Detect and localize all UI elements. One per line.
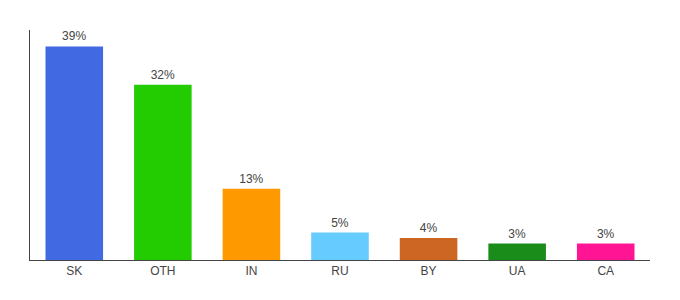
svg-text:IN: IN <box>245 264 257 278</box>
svg-text:OTH: OTH <box>150 264 175 278</box>
svg-text:BY: BY <box>421 264 437 278</box>
svg-text:3%: 3% <box>597 227 615 241</box>
svg-text:4%: 4% <box>420 221 438 235</box>
svg-text:UA: UA <box>509 264 526 278</box>
svg-text:5%: 5% <box>331 216 349 230</box>
svg-text:SK: SK <box>66 264 82 278</box>
svg-text:32%: 32% <box>151 68 175 82</box>
svg-text:13%: 13% <box>239 172 263 186</box>
svg-text:39%: 39% <box>62 29 86 43</box>
svg-text:RU: RU <box>331 264 348 278</box>
svg-text:CA: CA <box>597 264 614 278</box>
svg-text:3%: 3% <box>508 227 526 241</box>
